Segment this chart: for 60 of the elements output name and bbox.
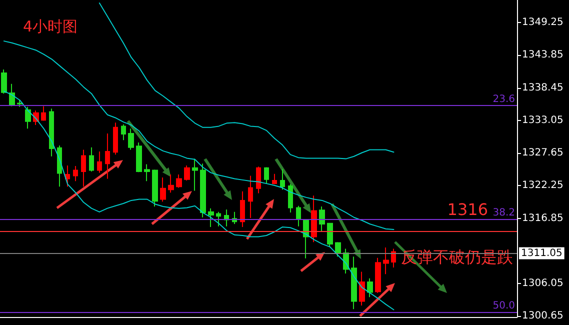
candlestick [184,164,190,182]
candlestick [311,195,317,243]
candlestick [144,164,150,182]
candlestick [272,173,277,185]
annotation: 1316 [447,200,488,219]
candlestick [57,145,62,188]
annotation: 50.0 [492,300,515,312]
candlestick [81,149,86,188]
candlestick [288,184,293,214]
candlestick [152,169,158,208]
line-series [98,2,394,160]
candlestick [216,211,221,227]
candlestick [375,257,381,294]
y-tick-label: 1316.85 [522,212,564,224]
y-tick-label: 1349.25 [522,17,564,28]
candlestick [335,242,341,258]
candlestick [264,166,269,184]
candlestick [89,146,94,172]
text: 4小时图 [23,18,78,36]
candlestick [168,174,174,194]
candlestick [240,190,245,228]
candlestick [280,168,285,190]
y-tick-label: 1333.05 [522,114,564,126]
y-tick-label: 1306.05 [522,278,564,289]
candlestick [160,177,166,202]
line-series [3,40,394,230]
y-tick-label: 1300.65 [522,310,564,322]
candlestick [200,163,206,218]
candlestick [383,247,389,275]
candlestick [97,151,102,174]
candlestick [248,175,253,218]
y-tick-label: 1343.85 [522,50,564,61]
y-tick-label: 1322.25 [522,180,564,192]
candlestick [192,158,198,192]
candlestick [327,222,333,248]
candlestick [296,205,301,227]
candlestick [136,142,142,173]
candlestick [25,106,31,130]
candlestick [128,128,134,150]
y-tick-label: 1327.65 [522,148,564,159]
ref-line-label: 1311.05 [521,248,562,259]
candlestick [73,166,78,182]
annotation: 38.2 [492,208,515,219]
y-tick-label: 1338.45 [522,82,564,94]
candlestick [367,278,373,298]
candlestick [113,122,118,156]
candlestick [351,256,357,310]
candlestick [121,124,126,141]
candlestick [1,68,7,94]
candlestick [105,132,110,180]
candlestick [256,166,261,194]
annotation: 23.6 [492,94,515,106]
candlestick [319,206,325,232]
candlestick [49,108,54,157]
candlestick [41,106,46,122]
candlestick [176,174,182,188]
candlestick [208,208,214,228]
candlestick [65,164,70,188]
candlestick [9,83,15,107]
candlestick [359,271,365,306]
